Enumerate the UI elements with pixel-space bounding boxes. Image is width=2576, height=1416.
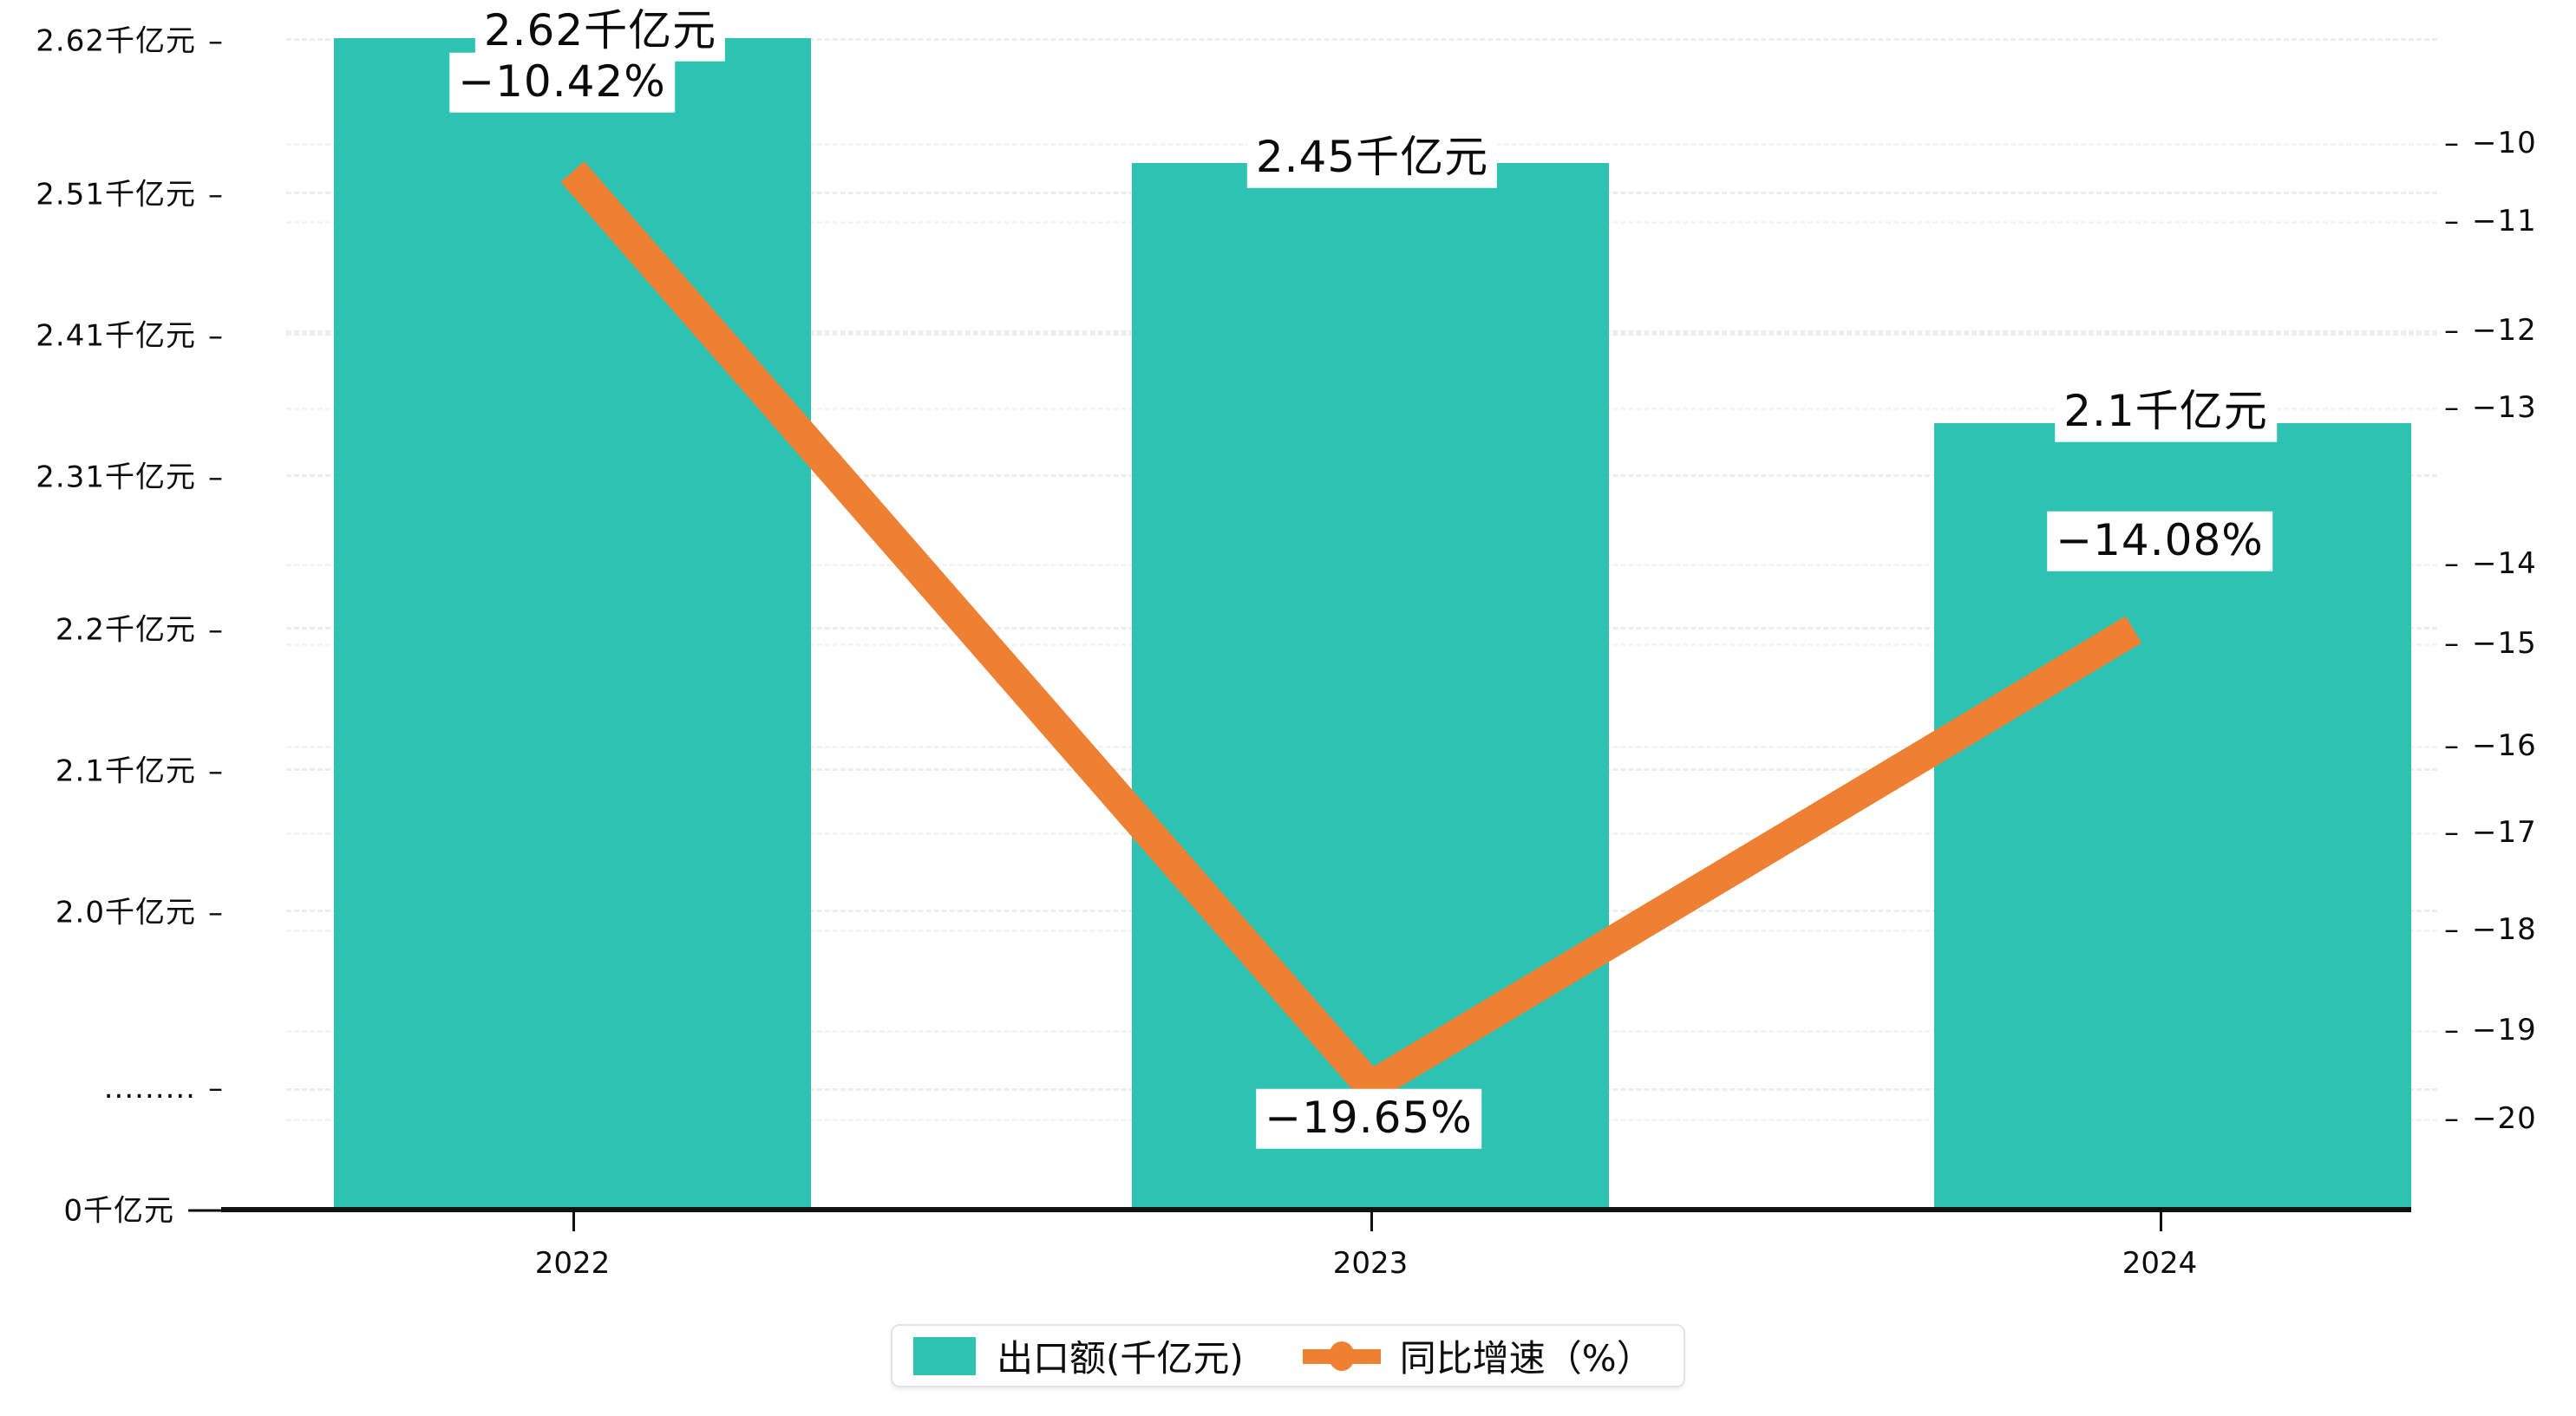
gridline — [286, 38, 2437, 41]
y-axis-right-tick-label: −19 — [2472, 1013, 2537, 1047]
tick-dash-icon: – — [208, 460, 224, 495]
y-axis-left-tick-6: 2.0千亿元 – — [56, 889, 224, 931]
y-axis-left-tick-label: 2.1千亿元 — [55, 754, 196, 789]
x-axis-line — [221, 1207, 2411, 1212]
tick-dash-icon: – — [208, 177, 224, 212]
y-axis-left-tick-2: 2.41千亿元 – — [36, 312, 224, 355]
legend-item-export-amount[interactable]: 出口额(千亿元) — [913, 1329, 1244, 1382]
y-axis-right-tick-10: – −20 — [2444, 1101, 2537, 1136]
bar-2023[interactable] — [1132, 163, 1609, 1207]
y-axis-left-tick-5: 2.1千亿元 – — [56, 747, 224, 790]
y-axis-right-tick-label: −12 — [2472, 313, 2537, 348]
y-axis-right-tick-1: – −11 — [2444, 204, 2537, 238]
y-axis-left-tick-0: 2.62千亿元 – — [36, 17, 224, 60]
tick-dash-icon: – — [2444, 204, 2460, 238]
tick-dash-icon: – — [2444, 313, 2460, 348]
x-axis-tick-2022 — [572, 1212, 575, 1231]
y-axis-left-tick-label: 2.41千亿元 — [36, 318, 196, 354]
y-axis-left-tick-label: 2.0千亿元 — [55, 895, 196, 930]
tick-dash-icon: — — [186, 1186, 224, 1230]
tick-dash-icon: – — [2444, 626, 2460, 661]
tick-dash-icon: – — [2444, 546, 2460, 581]
y-axis-left-tick-label: 0千亿元 — [63, 1193, 174, 1229]
tick-dash-icon: – — [2444, 815, 2460, 850]
x-axis-tick-2023 — [1370, 1212, 1373, 1231]
chart-legend: 出口额(千亿元) 同比增速（%） — [891, 1324, 1685, 1387]
line-value-label-2023: −19.65% — [1256, 1088, 1481, 1149]
line-value-label-2022: −10.42% — [449, 52, 675, 113]
bar-2022[interactable] — [334, 38, 811, 1207]
tick-dash-icon: – — [208, 754, 224, 789]
tick-dash-icon: – — [208, 23, 224, 59]
legend-bar-swatch-icon — [913, 1336, 976, 1375]
bar-value-label-2024: 2.1千亿元 — [2055, 382, 2277, 442]
y-axis-left-tick-4: 2.2千亿元 – — [56, 606, 224, 649]
tick-dash-icon: – — [208, 612, 224, 648]
y-axis-right-tick-0: – −10 — [2444, 126, 2537, 160]
legend-label-growth-rate: 同比增速（%） — [1399, 1337, 1653, 1380]
tick-dash-icon: – — [2444, 728, 2460, 763]
line-value-label-2024: −14.08% — [2047, 511, 2272, 571]
y-axis-right-tick-label: −14 — [2472, 546, 2537, 581]
y-axis-break-label: ......... — [103, 1071, 196, 1106]
y-axis-left-tick-3: 2.31千亿元 – — [36, 454, 224, 496]
legend-line-swatch-icon — [1302, 1337, 1381, 1375]
y-axis-left-tick-label: 2.51千亿元 — [36, 177, 196, 212]
y-axis-right-tick-9: – −19 — [2444, 1013, 2537, 1047]
y-axis-left-tick-break: ......... – — [104, 1071, 224, 1106]
bar-value-label-2023: 2.45千亿元 — [1246, 127, 1498, 188]
y-axis-right-tick-label: −15 — [2472, 626, 2537, 661]
y-axis-left-tick-1: 2.51千亿元 – — [36, 171, 224, 213]
x-axis-label-2024: 2024 — [2122, 1246, 2198, 1281]
y-axis-right-tick-2: – −12 — [2444, 313, 2537, 348]
y-axis-right-tick-label: −11 — [2472, 204, 2537, 238]
y-axis-right-tick-label: −20 — [2472, 1101, 2537, 1136]
y-axis-right-tick-3: – −13 — [2444, 390, 2537, 425]
y-axis-right-tick-4: – −14 — [2444, 546, 2537, 581]
legend-label-export-amount: 出口额(千亿元) — [997, 1337, 1244, 1380]
tick-dash-icon: – — [2444, 912, 2460, 947]
y-axis-right-tick-label: −16 — [2472, 728, 2537, 763]
y-axis-left-tick-label: 2.31千亿元 — [36, 460, 196, 495]
y-axis-right-tick-label: −13 — [2472, 390, 2537, 425]
y-axis-right-tick-label: −10 — [2472, 126, 2537, 160]
y-axis-right-tick-8: – −18 — [2444, 912, 2537, 947]
bar-value-label-2022: 2.62千亿元 — [474, 1, 726, 62]
tick-dash-icon: – — [208, 1071, 224, 1106]
x-axis-tick-2024 — [2160, 1212, 2162, 1231]
tick-dash-icon: – — [208, 895, 224, 930]
y-axis-left-tick-label: 2.2千亿元 — [55, 612, 196, 648]
y-axis-right-tick-label: −17 — [2472, 815, 2537, 850]
y-axis-right-tick-6: – −16 — [2444, 728, 2537, 763]
y-axis-right-tick-7: – −17 — [2444, 815, 2537, 850]
tick-dash-icon: – — [2444, 1013, 2460, 1047]
tick-dash-icon: – — [2444, 1101, 2460, 1136]
legend-line-marker-icon — [1328, 1341, 1355, 1371]
y-axis-right-tick-label: −18 — [2472, 912, 2537, 947]
y-axis-right-tick-5: – −15 — [2444, 626, 2537, 661]
legend-item-growth-rate[interactable]: 同比增速（%） — [1302, 1329, 1653, 1382]
x-axis-label-2023: 2023 — [1332, 1246, 1409, 1281]
tick-dash-icon: – — [208, 318, 224, 354]
y-axis-left-tick-8: 0千亿元 — — [63, 1187, 224, 1230]
tick-dash-icon: – — [2444, 390, 2460, 425]
tick-dash-icon: – — [2444, 126, 2460, 160]
x-axis-label-2022: 2022 — [534, 1246, 611, 1281]
y-axis-left-tick-label: 2.62千亿元 — [36, 23, 196, 59]
